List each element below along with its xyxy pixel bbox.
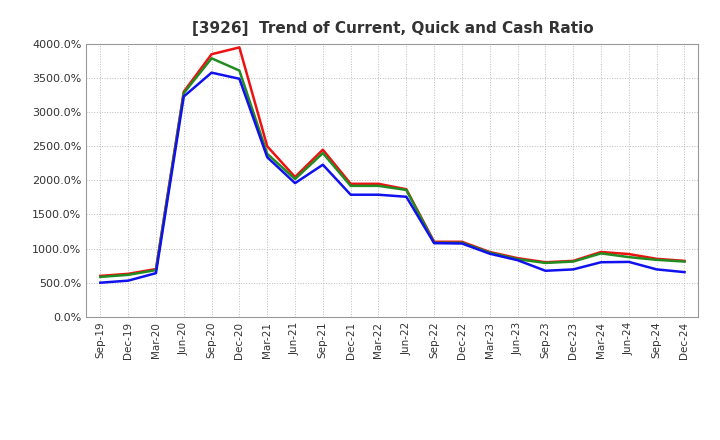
Quick Ratio [179, 91, 188, 96]
Cash Ratio [152, 271, 161, 276]
Cash Ratio [680, 269, 689, 275]
Cash Ratio [624, 259, 633, 264]
Current Ratio [346, 181, 355, 187]
Cash Ratio [485, 251, 494, 257]
Cash Ratio [263, 154, 271, 160]
Quick Ratio [124, 272, 132, 278]
Cash Ratio [402, 194, 410, 199]
Quick Ratio [235, 68, 243, 73]
Quick Ratio [652, 257, 661, 263]
Line: Quick Ratio: Quick Ratio [100, 59, 685, 277]
Current Ratio [485, 249, 494, 255]
Current Ratio [124, 271, 132, 276]
Quick Ratio [346, 183, 355, 188]
Quick Ratio [513, 257, 522, 262]
Quick Ratio [374, 183, 383, 188]
Current Ratio [652, 256, 661, 261]
Cash Ratio [124, 278, 132, 283]
Current Ratio [430, 239, 438, 244]
Current Ratio [569, 258, 577, 264]
Quick Ratio [291, 176, 300, 182]
Current Ratio [96, 273, 104, 279]
Quick Ratio [597, 251, 606, 256]
Cash Ratio [291, 180, 300, 186]
Current Ratio [263, 143, 271, 149]
Cash Ratio [430, 241, 438, 246]
Quick Ratio [207, 56, 216, 61]
Cash Ratio [597, 260, 606, 265]
Current Ratio [513, 256, 522, 261]
Quick Ratio [485, 250, 494, 255]
Quick Ratio [541, 260, 550, 266]
Quick Ratio [624, 254, 633, 260]
Current Ratio [318, 147, 327, 152]
Quick Ratio [680, 259, 689, 264]
Title: [3926]  Trend of Current, Quick and Cash Ratio: [3926] Trend of Current, Quick and Cash … [192, 21, 593, 36]
Current Ratio [152, 266, 161, 271]
Current Ratio [458, 239, 467, 244]
Quick Ratio [430, 240, 438, 246]
Cash Ratio [458, 241, 467, 246]
Quick Ratio [318, 150, 327, 156]
Current Ratio [597, 249, 606, 255]
Current Ratio [179, 89, 188, 94]
Cash Ratio [541, 268, 550, 273]
Current Ratio [374, 181, 383, 187]
Cash Ratio [513, 257, 522, 263]
Cash Ratio [96, 280, 104, 285]
Cash Ratio [346, 192, 355, 198]
Current Ratio [207, 51, 216, 57]
Quick Ratio [263, 151, 271, 157]
Quick Ratio [569, 259, 577, 264]
Legend: Current Ratio, Quick Ratio, Cash Ratio: Current Ratio, Quick Ratio, Cash Ratio [189, 438, 595, 440]
Current Ratio [235, 45, 243, 50]
Cash Ratio [318, 162, 327, 167]
Quick Ratio [152, 268, 161, 273]
Current Ratio [541, 260, 550, 265]
Cash Ratio [374, 192, 383, 198]
Current Ratio [291, 174, 300, 180]
Current Ratio [680, 258, 689, 264]
Cash Ratio [179, 94, 188, 99]
Cash Ratio [569, 267, 577, 272]
Cash Ratio [652, 267, 661, 272]
Cash Ratio [207, 70, 216, 75]
Current Ratio [624, 251, 633, 257]
Quick Ratio [458, 240, 467, 246]
Line: Cash Ratio: Cash Ratio [100, 73, 685, 282]
Line: Current Ratio: Current Ratio [100, 48, 685, 276]
Cash Ratio [235, 76, 243, 81]
Current Ratio [402, 187, 410, 192]
Quick Ratio [96, 274, 104, 279]
Quick Ratio [402, 187, 410, 193]
